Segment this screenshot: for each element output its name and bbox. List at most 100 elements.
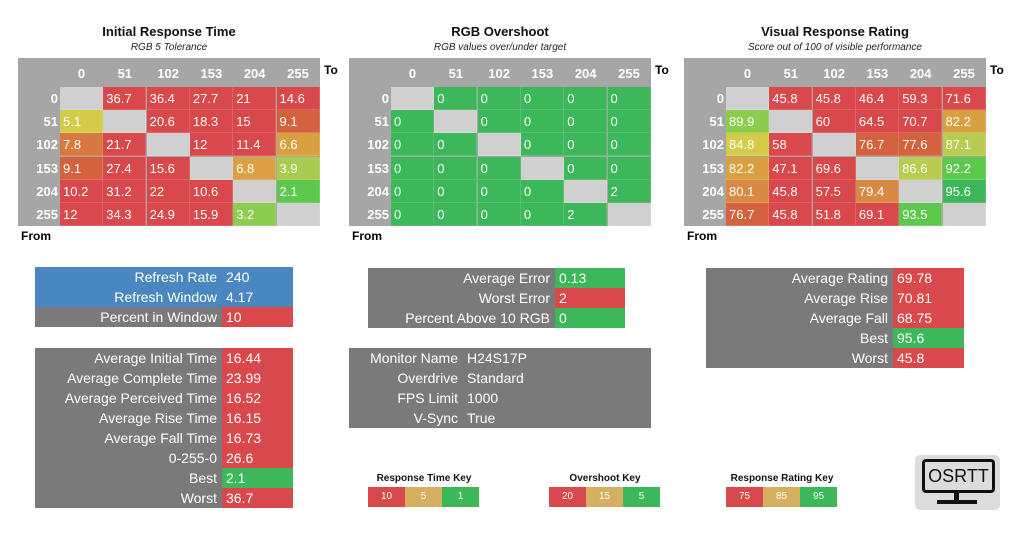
heatmap-cell xyxy=(391,87,434,110)
column-header: 0 xyxy=(743,66,752,81)
color-key: Overshoot Key 20 15 5 xyxy=(549,473,661,507)
stat-row: Refresh Window 4.17 xyxy=(35,287,293,307)
heatmap-cell: 2 xyxy=(564,203,608,226)
heatmap-cell: 0 xyxy=(477,156,521,180)
heatmap-cell: 7.8 xyxy=(60,133,103,157)
stat-label: Best xyxy=(706,328,893,348)
heatmap-cell: 0 xyxy=(477,203,521,226)
heatmap-cell: 0 xyxy=(434,87,478,110)
heatmap-cell: 0 xyxy=(607,87,651,110)
heatmap-cell: 15.6 xyxy=(146,156,190,180)
row-header: 0 xyxy=(50,91,58,106)
row-header: 102 xyxy=(36,137,58,153)
osrtt-logo: OSRTT xyxy=(915,455,1000,510)
heatmap-cell: 95.6 xyxy=(942,179,986,203)
row-header: 102 xyxy=(367,137,389,153)
stat-value: Standard xyxy=(463,368,651,388)
stat-value: 16.73 xyxy=(222,428,293,448)
heatmap-cell: 0 xyxy=(391,203,434,226)
stat-row: Worst 36.7 xyxy=(35,488,293,508)
column-header: 204 xyxy=(909,66,932,81)
heatmap-cell: 87.1 xyxy=(942,133,986,157)
heatmap-cell: 10.6 xyxy=(189,179,233,203)
heatmap-cell: 3.2 xyxy=(233,203,277,226)
stat-label: Overdrive xyxy=(349,368,463,388)
stat-row: Average Fall Time 16.73 xyxy=(35,428,293,448)
grid-subtitle: RGB 5 Tolerance xyxy=(130,42,208,53)
stat-value: 16.15 xyxy=(222,408,293,428)
stat-value: 36.7 xyxy=(222,488,293,508)
column-header: 0 xyxy=(408,66,417,81)
stat-row: V-Sync True xyxy=(349,408,651,428)
column-header: 0 xyxy=(77,66,86,81)
heatmap-cell: 10.2 xyxy=(60,179,103,203)
heatmap-cell xyxy=(564,179,608,203)
column-header: 255 xyxy=(618,66,640,81)
heatmap-cell: 0 xyxy=(520,203,564,226)
heatmap-cell: 45.8 xyxy=(769,203,813,226)
key-title: Response Time Key xyxy=(376,473,472,484)
heatmap-cell: 0 xyxy=(520,133,564,157)
stat-value: 95.6 xyxy=(893,328,964,348)
stat-row: Percent Above 10 RGB 0 xyxy=(368,308,625,328)
heatmap-cell: 0 xyxy=(434,179,478,203)
heatmap-cell: 70.7 xyxy=(899,110,943,134)
stat-label: Average Initial Time xyxy=(35,348,222,368)
heatmap-cell: 0 xyxy=(607,133,651,157)
stat-value: 240 xyxy=(222,267,293,287)
stat-value: True xyxy=(463,408,651,428)
heatmap-cell: 0 xyxy=(564,87,608,110)
heatmap-cell: 59.3 xyxy=(899,87,943,110)
heatmap-cell: 77.6 xyxy=(899,133,943,157)
heatmap-cell: 64.5 xyxy=(855,110,899,134)
stat-label: Refresh Window xyxy=(35,287,222,307)
key-title: Overshoot Key xyxy=(569,473,641,484)
stat-row: 0-255-0 26.6 xyxy=(35,448,293,468)
heatmap-cell: 22 xyxy=(146,179,190,203)
stat-label: V-Sync xyxy=(349,408,463,428)
row-header: 153 xyxy=(36,160,58,176)
stat-row: Average Perceived Time 16.52 xyxy=(35,388,293,408)
heatmap-cell: 0 xyxy=(434,203,478,226)
heatmap-cell: 76.7 xyxy=(855,133,899,157)
key-swatch: 10 xyxy=(368,487,405,507)
stat-row: Refresh Rate 240 xyxy=(35,267,293,287)
key-swatch: 1 xyxy=(442,487,479,507)
heatmap-cell: 82.2 xyxy=(726,156,769,180)
monitor-stats-box: Monitor Name H24S17P Overdrive Standard FPS … xyxy=(349,348,651,428)
heatmap-cell: 93.5 xyxy=(899,203,943,226)
heatmap-cell: 9.1 xyxy=(60,156,103,180)
stat-row: Worst Error 2 xyxy=(368,288,625,308)
stat-label: Worst xyxy=(35,488,222,508)
stat-row: Best 2.1 xyxy=(35,468,293,488)
grid-title: Visual Response Rating xyxy=(761,24,909,39)
heatmap-cell xyxy=(477,133,521,157)
heatmap-cell xyxy=(233,179,277,203)
heatmap-cell: 58 xyxy=(769,133,813,157)
heatmap-cell: 71.6 xyxy=(942,87,986,110)
stat-value: H24S17P xyxy=(463,348,651,368)
heatmap-cell: 89.9 xyxy=(726,110,769,134)
stat-row: Average Rating 69.78 xyxy=(706,268,964,288)
stat-row: Average Initial Time 16.44 xyxy=(35,348,293,368)
heatmap-cell: 0 xyxy=(391,110,434,134)
heatmap-cell: 0 xyxy=(607,110,651,134)
stat-label: Average Error xyxy=(368,268,555,288)
heatmap-cell: 12 xyxy=(60,203,103,226)
key-swatch: 5 xyxy=(623,487,660,507)
to-axis-label: To xyxy=(655,63,669,77)
stat-label: Average Complete Time xyxy=(35,368,222,388)
heatmap-cell xyxy=(899,179,943,203)
column-header: 153 xyxy=(531,66,554,81)
heatmap-cell: 36.4 xyxy=(146,87,190,110)
heatmap-cell: 0 xyxy=(607,156,651,180)
row-header: 255 xyxy=(36,207,58,222)
key-swatch: 75 xyxy=(726,487,763,507)
heatmap-cell: 0 xyxy=(520,110,564,134)
heatmap-cell xyxy=(434,110,478,134)
stat-row: Monitor Name H24S17P xyxy=(349,348,651,368)
heatmap-cell: 2 xyxy=(607,179,651,203)
stat-value: 4.17 xyxy=(222,287,293,307)
stat-value: 16.44 xyxy=(222,348,293,368)
heatmap-cell xyxy=(942,203,986,226)
